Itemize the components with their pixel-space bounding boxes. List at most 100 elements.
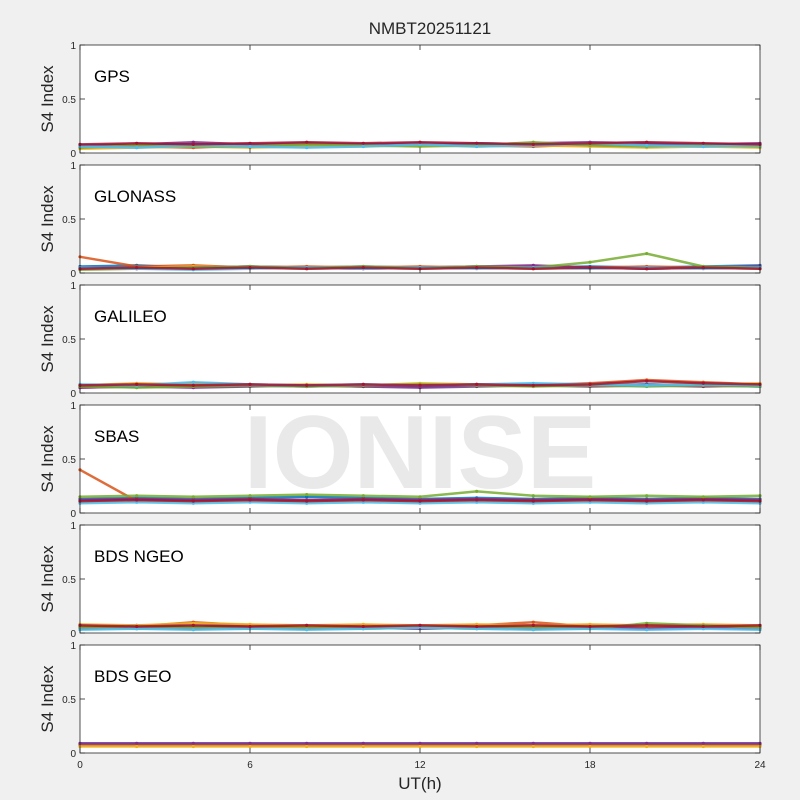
data-point (135, 146, 139, 150)
data-point (305, 140, 309, 144)
data-point (701, 741, 705, 745)
data-point (645, 140, 649, 144)
data-point (305, 146, 309, 150)
data-point (588, 741, 592, 745)
plot-area (80, 525, 760, 633)
data-point (645, 741, 649, 745)
data-point (248, 744, 252, 749)
data-point (248, 624, 252, 629)
data-point (135, 141, 139, 145)
data-point (305, 267, 309, 271)
data-point (531, 263, 535, 267)
data-point (361, 266, 365, 270)
y-tick-label: 1 (70, 41, 76, 52)
data-point (701, 495, 705, 499)
data-point (361, 500, 365, 504)
data-point (305, 628, 309, 632)
data-point (361, 744, 365, 749)
data-point (361, 494, 365, 498)
data-point (645, 628, 649, 632)
data-point (531, 623, 535, 628)
x-axis-label: UT(h) (398, 774, 441, 793)
data-point (645, 252, 649, 256)
data-point (531, 501, 535, 505)
data-point (701, 500, 705, 504)
plot-area (80, 45, 760, 153)
data-point (418, 386, 422, 390)
watermark: IONISE (244, 395, 597, 511)
y-tick-label: 0.5 (62, 215, 76, 226)
data-point (305, 744, 309, 749)
y-tick-label: 0.5 (62, 695, 76, 706)
data-point (531, 267, 535, 271)
data-point (418, 501, 422, 505)
panel-label: BDS NGEO (94, 547, 184, 566)
data-point (418, 499, 422, 503)
panel-4: 0 0.5 1 BDS NGEO S4 Index (38, 521, 762, 640)
panel-label: GALILEO (94, 307, 167, 326)
data-point (701, 624, 705, 629)
data-point (531, 620, 535, 624)
x-tick-label: 24 (754, 760, 766, 771)
data-point (191, 623, 195, 628)
data-point (475, 144, 479, 149)
data-point (135, 494, 139, 498)
data-point (135, 624, 139, 629)
data-point (701, 498, 705, 502)
data-point (191, 142, 195, 146)
y-tick-label: 0.5 (62, 95, 76, 106)
data-point (588, 500, 592, 504)
data-point (475, 624, 479, 629)
data-point (135, 386, 139, 390)
data-point (701, 266, 705, 270)
data-point (475, 382, 479, 386)
y-axis-label: S4 Index (38, 665, 57, 733)
y-axis-label: S4 Index (38, 305, 57, 373)
data-point (645, 499, 649, 503)
data-point (248, 144, 252, 149)
panel-label: GLONASS (94, 187, 176, 206)
data-point (645, 501, 649, 505)
data-point (135, 498, 139, 502)
data-point (645, 383, 649, 387)
data-point (191, 626, 195, 630)
data-point (248, 741, 252, 745)
data-point (645, 744, 649, 749)
panel-0: 0 0.5 1 GPS S4 Index (38, 41, 762, 160)
data-point (418, 140, 422, 144)
data-point (135, 627, 139, 631)
panels-group: 0 0.5 1 GPS S4 Index 0 0.5 1 GLONASS S4 Index 0 0.5… (38, 41, 766, 771)
data-point (248, 494, 252, 498)
data-point (588, 744, 592, 749)
panel-label: BDS GEO (94, 667, 171, 686)
data-point (305, 495, 309, 499)
y-tick-label: 0.5 (62, 575, 76, 586)
data-point (531, 499, 535, 503)
data-point (588, 382, 592, 386)
data-point (588, 498, 592, 502)
y-axis-label: S4 Index (38, 545, 57, 613)
data-point (135, 266, 139, 270)
data-point (645, 494, 649, 498)
data-point (191, 628, 195, 632)
data-point (701, 381, 705, 385)
data-point (305, 383, 309, 387)
data-point (645, 379, 649, 383)
y-tick-label: 1 (70, 641, 76, 652)
plot-area (80, 285, 760, 393)
data-point (305, 501, 309, 505)
data-point (135, 744, 139, 749)
panel-3: 0 0.5 1 SBAS S4 Index (38, 401, 762, 520)
data-point (361, 627, 365, 631)
y-axis-label: S4 Index (38, 185, 57, 253)
data-point (361, 741, 365, 745)
y-tick-label: 0.5 (62, 455, 76, 466)
data-point (475, 500, 479, 504)
data-point (191, 499, 195, 503)
panel-5: 0 0.5 1 BDS GEO S4 Index (38, 641, 762, 760)
y-tick-label: 0 (70, 509, 76, 520)
data-point (418, 495, 422, 499)
data-point (191, 383, 195, 387)
data-point (361, 624, 365, 629)
